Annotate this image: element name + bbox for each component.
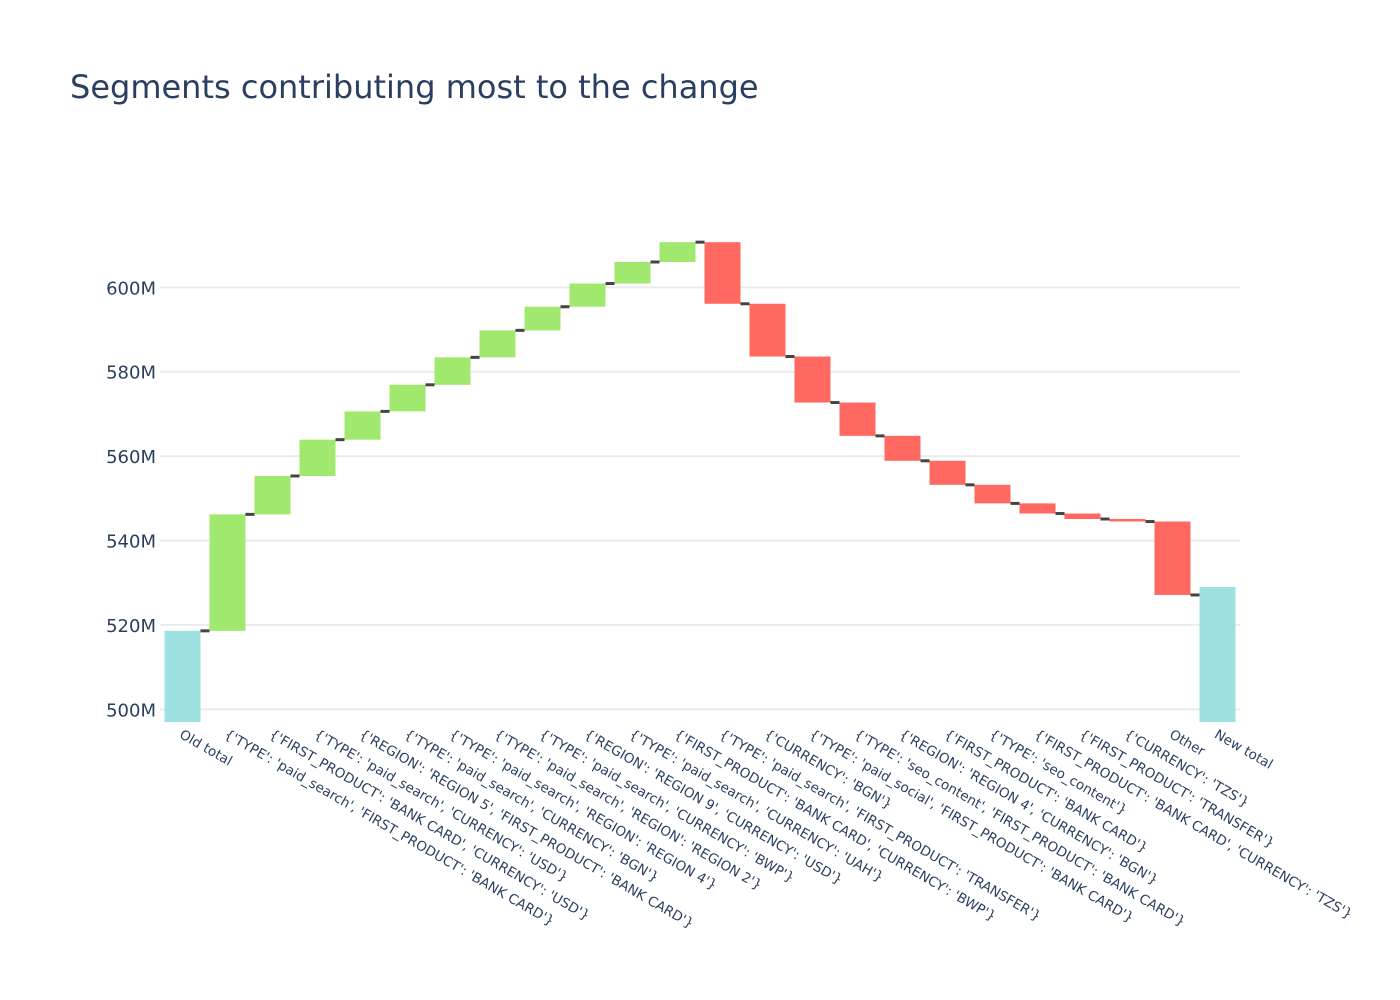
waterfall-bar (839, 402, 876, 436)
connector-layer (200, 240, 1200, 633)
waterfall-bar (1154, 521, 1191, 595)
waterfall-bar (1109, 519, 1146, 522)
waterfall-bar (434, 357, 471, 385)
waterfall-bar (929, 460, 966, 485)
waterfall-bar (164, 630, 201, 722)
y-axis-ticks: 500M 520M 540M 560M 580M 600M (106, 278, 156, 721)
y-tick-label: 540M (106, 532, 156, 553)
x-axis-ticks: Old total{'TYPE': 'paid_search', 'FIRST_… (177, 727, 1355, 932)
waterfall-bar (344, 411, 381, 440)
waterfall-bar (254, 475, 291, 515)
grid-layer (160, 286, 1240, 711)
x-tick-label: New total (1212, 727, 1276, 773)
bar-layer (164, 242, 1236, 722)
waterfall-bar (479, 330, 516, 358)
waterfall-bar (299, 439, 336, 476)
waterfall-bar (209, 514, 246, 631)
waterfall-bar (524, 306, 561, 331)
y-tick-label: 500M (106, 700, 156, 721)
waterfall-bar (1019, 503, 1056, 514)
waterfall-bar (614, 262, 651, 284)
y-tick-label: 580M (106, 363, 156, 384)
y-tick-label: 560M (106, 447, 156, 468)
waterfall-bar (659, 242, 696, 262)
waterfall-bar (1199, 586, 1236, 722)
waterfall-bar (884, 435, 921, 461)
waterfall-bar (1064, 513, 1101, 520)
chart-title: Segments contributing most to the change (70, 68, 759, 106)
waterfall-bar (974, 484, 1011, 504)
waterfall-bar (704, 242, 741, 304)
waterfall-bar (794, 356, 831, 403)
waterfall-bar (749, 303, 786, 357)
waterfall-bar (389, 384, 426, 412)
y-tick-label: 520M (106, 616, 156, 637)
y-tick-label: 600M (106, 278, 156, 299)
waterfall-bar (569, 283, 606, 307)
